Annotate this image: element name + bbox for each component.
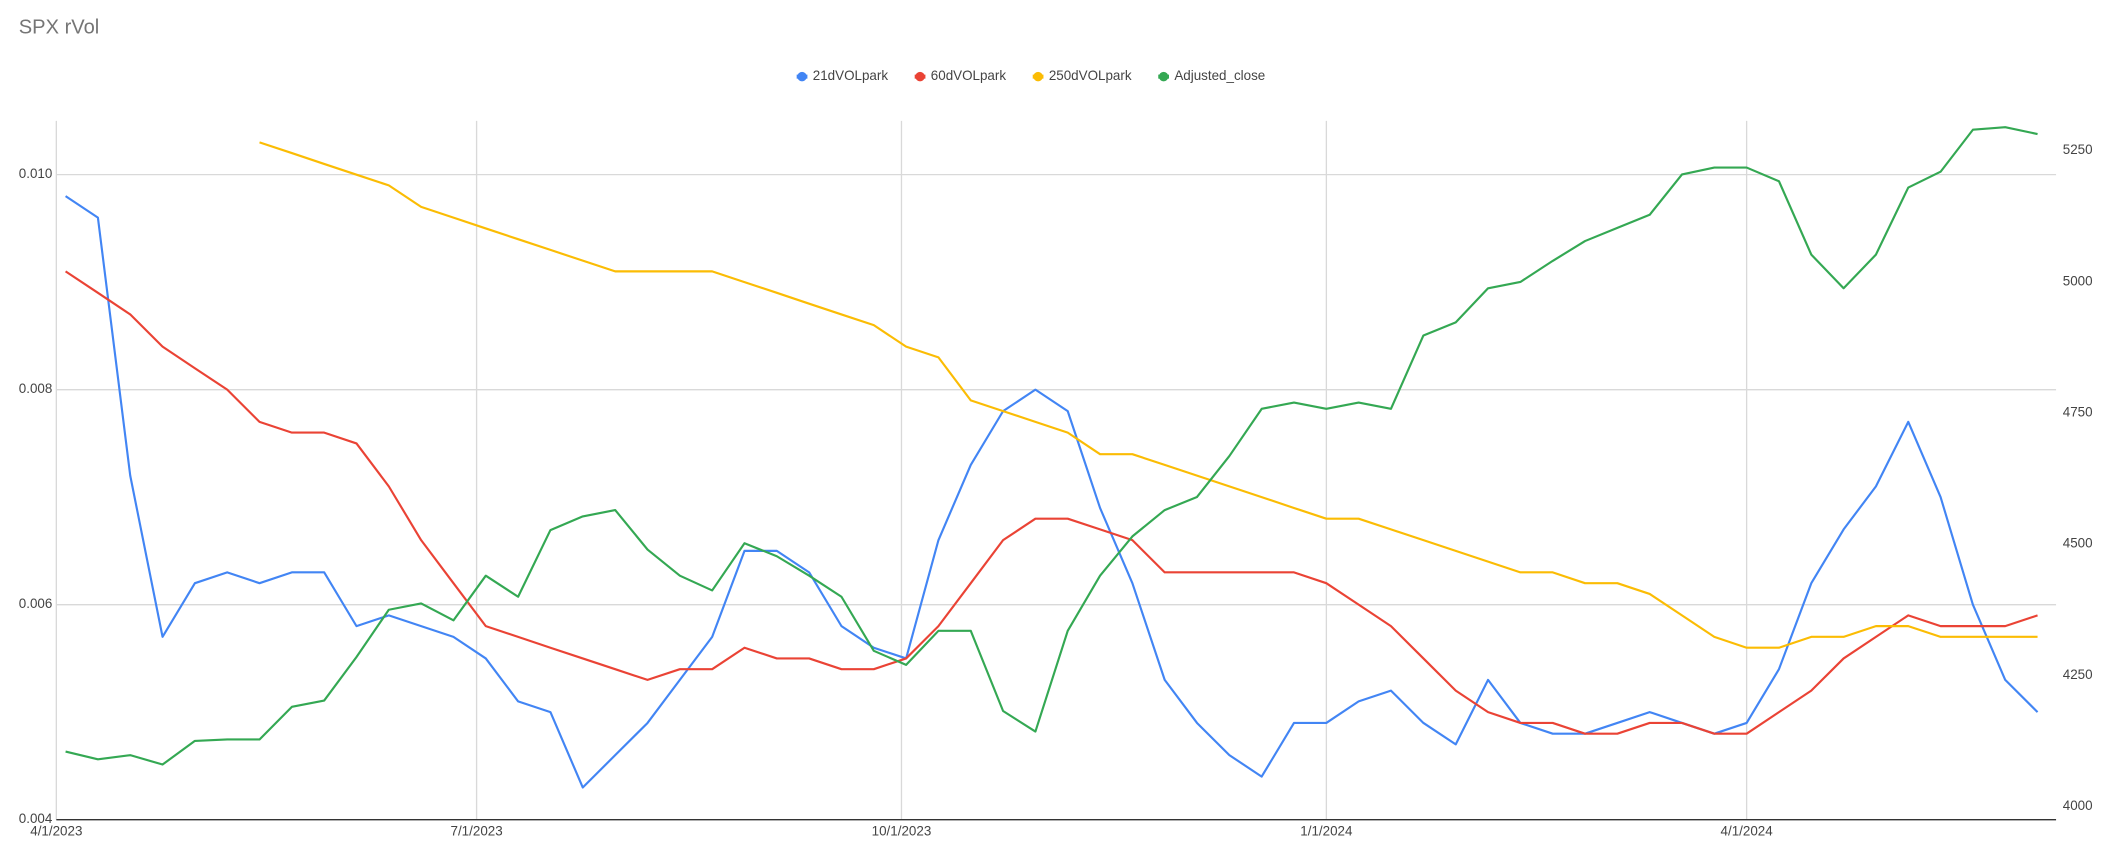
y2-tick-label: 4000 [2063,798,2093,813]
legend-swatch-bar [1158,74,1169,79]
y2-tick-label: 5000 [2063,273,2093,288]
y2-tick-label: 4500 [2063,536,2093,551]
series-line [64,270,2038,735]
legend-swatch-bar [796,74,808,79]
legend: 21dVOLpark 60dVOLpark 250dVOLpark Adjusted_… [796,68,1265,83]
y2-tick-label: 5250 [2063,142,2093,157]
chart-title: SPX rVol [19,17,99,39]
legend-label: 250dVOLpark [1049,68,1132,83]
legend-label: 21dVOLpark [813,68,889,83]
x-tick-label: 7/1/2023 [451,823,503,838]
x-tick-label: 4/1/2023 [30,823,82,838]
legend-swatch-bar [914,74,926,79]
series-line [259,141,2038,649]
series-line [64,195,2039,789]
x-tick-label: 10/1/2023 [872,823,932,838]
series-line [65,126,2038,766]
x-tick-label: 1/1/2024 [1300,823,1353,838]
y-tick-label: 0.010 [19,166,53,181]
y2-tick-label: 4250 [2063,667,2093,682]
y-tick-label: 0.004 [19,811,53,826]
y2-tick-label: 4750 [2063,405,2093,420]
legend-label: Adjusted_close [1174,68,1265,83]
legend-swatch-bar [1032,74,1044,79]
x-tick-label: 4/1/2024 [1721,823,1774,838]
legend-label: 60dVOLpark [931,68,1007,83]
y-tick-label: 0.008 [19,381,53,396]
y-tick-label: 0.006 [19,596,53,611]
